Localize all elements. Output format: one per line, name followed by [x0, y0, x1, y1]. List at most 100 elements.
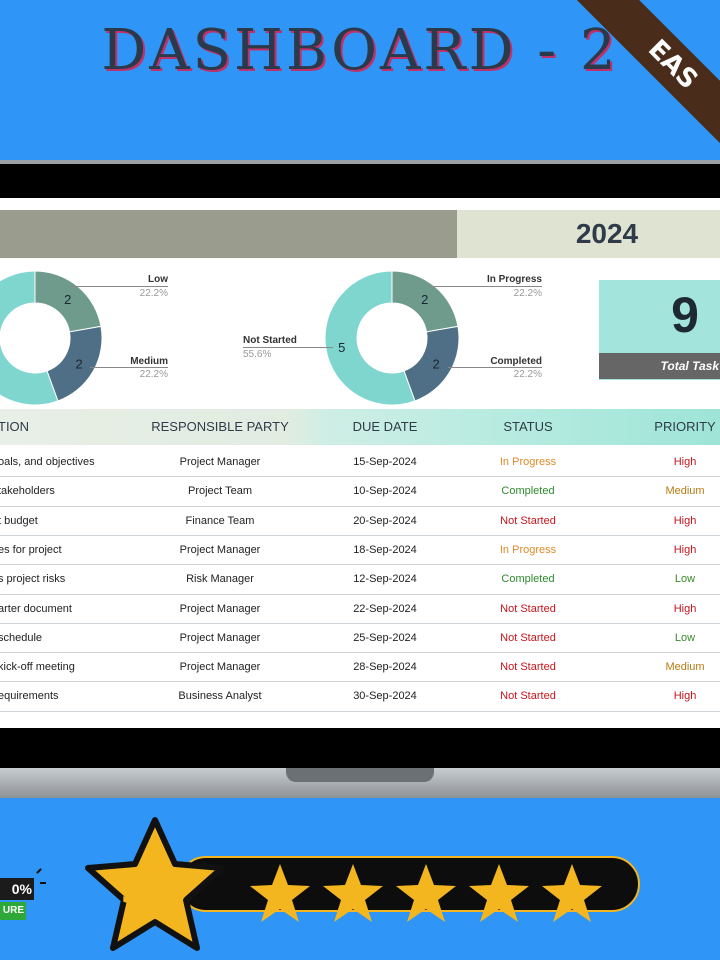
- status-donut-chart: 2 2 5: [324, 270, 460, 406]
- status-completed-label: Completed: [490, 356, 542, 367]
- status-cell: Not Started: [500, 602, 556, 615]
- status-cell: Not Started: [500, 690, 556, 703]
- task-cell: s project risks: [0, 573, 66, 586]
- task-cell: arter document: [0, 602, 72, 615]
- priority-cell: High: [673, 543, 697, 556]
- rating-star-icon: [469, 864, 529, 922]
- priority-value-medium: 2: [76, 357, 83, 372]
- table-header-background: [0, 409, 720, 445]
- responsible-party-cell: Project Team: [188, 485, 252, 498]
- status-slice-completed: [403, 325, 460, 402]
- table-row-divider: [0, 505, 720, 507]
- priority-medium-label: Medium: [130, 356, 168, 367]
- task-cell: kick-off meeting: [0, 661, 75, 674]
- badge-percent: 0%: [0, 878, 34, 900]
- priority-cell: High: [673, 602, 697, 615]
- priority-low-label: Low: [148, 274, 168, 285]
- task-cell: es for project: [0, 543, 62, 556]
- year-label: 2024: [575, 218, 639, 249]
- task-cell: takeholders: [0, 485, 55, 498]
- column-header-responsible-party[interactable]: RESPONSIBLE PARTY: [151, 419, 289, 434]
- rating-score: 5.0: [120, 868, 188, 912]
- responsible-party-cell: Finance Team: [185, 514, 255, 527]
- priority-low-percent: 22.2%: [139, 288, 168, 299]
- responsible-party-cell: Project Manager: [179, 543, 261, 556]
- rating-star-icon: [396, 864, 456, 922]
- task-cell: schedule: [0, 631, 43, 644]
- table-row-divider: [0, 476, 720, 478]
- status-cell: In Progress: [499, 543, 557, 556]
- due-date-cell: 30-Sep-2024: [353, 690, 417, 703]
- dashboard-screen: 2024 2 2 5 Low 22.2% Medium 22.2% 2 2 5 In P…: [0, 198, 720, 728]
- status-cell: Not Started: [500, 514, 556, 527]
- status-slice-not-started: [324, 270, 416, 406]
- due-date-cell: 10-Sep-2024: [353, 485, 417, 498]
- priority-cell: High: [673, 514, 697, 527]
- task-table-body: oals, and objectives Project Manager 15-Se…: [0, 448, 720, 728]
- responsible-party-cell: Risk Manager: [186, 573, 254, 586]
- header-band: [0, 210, 457, 258]
- task-cell: oals, and objectives: [0, 456, 95, 468]
- status-cell: Completed: [501, 573, 555, 586]
- priority-cell: Medium: [665, 485, 705, 498]
- table-row-divider: [0, 564, 720, 566]
- rating-star-icon: [542, 864, 602, 922]
- status-cell: In Progress: [499, 456, 557, 468]
- table-row-divider: [0, 710, 720, 712]
- table-row-divider: [0, 534, 720, 536]
- priority-cell: Low: [674, 631, 696, 644]
- priority-cell: High: [673, 456, 697, 468]
- due-date-cell: 15-Sep-2024: [353, 456, 417, 468]
- responsible-party-cell: Project Manager: [179, 661, 261, 674]
- responsible-party-cell: Project Manager: [179, 456, 261, 468]
- badge-sure: URE: [0, 902, 26, 920]
- status-notstarted-label: Not Started: [243, 335, 297, 346]
- due-date-cell: 28-Sep-2024: [353, 661, 417, 674]
- rating-star-icon: [250, 864, 310, 922]
- status-value-in-progress: 2: [421, 292, 428, 307]
- total-task-label: Total Task: [660, 359, 719, 373]
- responsible-party-cell: Project Manager: [179, 602, 261, 615]
- task-cell: equirements: [0, 690, 59, 703]
- due-date-cell: 20-Sep-2024: [353, 514, 417, 527]
- year-band: [457, 210, 720, 258]
- table-row-divider: [0, 652, 720, 654]
- priority-medium-leader: [90, 367, 168, 368]
- status-completed-percent: 22.2%: [513, 369, 542, 380]
- big-star-icon: [85, 817, 225, 951]
- priority-value-low: 2: [64, 292, 71, 307]
- status-inprogress-leader: [430, 286, 542, 287]
- status-cell: Not Started: [500, 631, 556, 644]
- priority-cell: Medium: [665, 661, 705, 674]
- priority-donut-chart: 225: [0, 270, 103, 406]
- status-cell: Completed: [501, 485, 555, 498]
- column-header-due-date[interactable]: DUE DATE: [352, 419, 418, 434]
- due-date-cell: 18-Sep-2024: [353, 543, 417, 556]
- status-cell: Not Started: [500, 661, 556, 674]
- table-row-divider: [0, 593, 720, 595]
- table-row-divider: [0, 622, 720, 624]
- priority-medium-percent: 22.2%: [139, 369, 168, 380]
- total-task-value: 9: [671, 287, 699, 343]
- column-header-status[interactable]: STATUS: [503, 419, 553, 434]
- priority-slice-high: [0, 270, 59, 406]
- badge-dash-1: [36, 868, 42, 874]
- table-row-divider: [0, 681, 720, 683]
- due-date-cell: 25-Sep-2024: [353, 631, 417, 644]
- page-title: DASHBOARD - 2: [101, 18, 619, 83]
- badge-dash-2: [40, 882, 46, 884]
- status-notstarted-percent: 55.6%: [243, 349, 272, 360]
- due-date-cell: 12-Sep-2024: [353, 573, 417, 586]
- column-header-priority[interactable]: PRIORITY: [654, 419, 716, 434]
- total-task-label-bg: [599, 353, 720, 379]
- status-value-not-started: 5: [338, 340, 345, 355]
- status-value-completed: 2: [433, 357, 440, 372]
- priority-cell: Low: [674, 573, 696, 586]
- due-date-cell: 22-Sep-2024: [353, 602, 417, 615]
- status-inprogress-percent: 22.2%: [513, 288, 542, 299]
- priority-cell: High: [673, 690, 697, 703]
- task-cell: t budget: [0, 514, 38, 527]
- responsible-party-cell: Project Manager: [179, 631, 261, 644]
- status-inprogress-label: In Progress: [486, 274, 542, 285]
- column-header-task[interactable]: TION: [0, 419, 30, 434]
